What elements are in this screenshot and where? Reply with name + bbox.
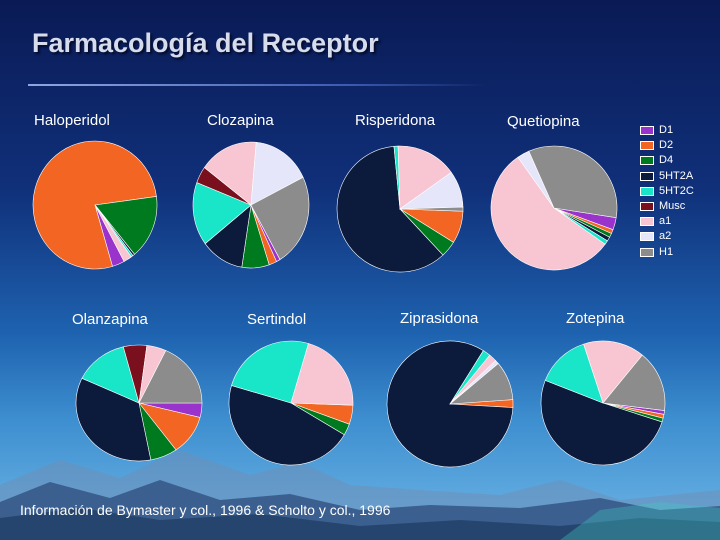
legend-swatch <box>640 217 654 227</box>
pie-slice-5ht2a <box>75 377 152 462</box>
pie-title-risperidona: Risperidona <box>355 112 436 129</box>
pie-chart-quetiopina <box>490 145 618 271</box>
pie-slice-5ht2c <box>231 340 309 404</box>
legend-item-a1: a1 <box>636 215 716 230</box>
legend-swatch <box>640 201 654 211</box>
legend-swatch <box>640 186 654 196</box>
pie-slice-5ht2c <box>81 346 140 404</box>
pie-slice-5ht2a <box>336 145 444 273</box>
legend-label: D1 <box>659 124 674 136</box>
pie-slice-a1 <box>290 343 354 406</box>
legend-label: H1 <box>659 245 674 258</box>
legend-swatch <box>640 171 654 181</box>
pie-chart-zotepina <box>540 340 666 466</box>
pie-slice-a1 <box>94 204 132 262</box>
legend-label: D2 <box>659 139 674 152</box>
pie-title-olanzapina: Olanzapina <box>72 311 148 328</box>
pie-title-quetiopina: Quetiopina <box>507 113 580 130</box>
pie-slice-d4 <box>94 196 158 255</box>
pie-slice-5ht2a <box>228 385 345 466</box>
legend-item-h1: H1 <box>636 246 716 261</box>
pie-slice-a1 <box>490 156 606 271</box>
legend-label: 5HT2C <box>659 184 694 197</box>
legend-item-musc: Musc <box>636 200 716 215</box>
pie-title-ziprasidona: Ziprasidona <box>400 310 479 327</box>
pie-slice-h1 <box>250 176 310 260</box>
legend-swatch <box>640 156 654 166</box>
pie-slice-h1 <box>138 350 203 404</box>
pie-slice-h1 <box>528 145 618 219</box>
slide-title: Farmacología del Receptor <box>32 28 379 58</box>
pie-chart-haloperidol <box>32 140 158 270</box>
pie-title-clozapina: Clozapina <box>207 112 274 129</box>
legend-label: Musc <box>659 199 686 212</box>
pie-title-zotepina: Zotepina <box>566 310 625 327</box>
pie-slice-a1 <box>203 141 257 206</box>
pie-slice-5ht2c <box>192 182 252 245</box>
pie-slice-5ht2a <box>540 379 663 466</box>
pie-chart-olanzapina <box>75 344 203 462</box>
legend-label: D4 <box>659 154 674 167</box>
pie-slice-h1 <box>399 206 464 212</box>
pie-slice-a2 <box>250 141 304 206</box>
legend-label: 5HT2A <box>659 169 694 182</box>
legend-item-d1: D1 <box>636 124 716 139</box>
pie-slice-5ht2c <box>544 343 604 404</box>
pie-slice-h1 <box>602 354 666 411</box>
legend-item-5ht2a: 5HT2A <box>636 170 716 185</box>
pie-slice-a1 <box>583 340 643 404</box>
pie-chart-clozapina <box>192 141 310 269</box>
pie-title-haloperidol: Haloperidol <box>34 112 110 129</box>
legend-item-a2: a2 <box>636 230 716 245</box>
legend-item-5ht2c: 5HT2C <box>636 185 716 200</box>
legend-swatch <box>640 232 654 242</box>
pie-slice-a1 <box>397 145 452 210</box>
mountain-landscape <box>0 450 720 540</box>
legend-label: a1 <box>659 215 672 228</box>
pie-chart-sertindol <box>228 340 354 466</box>
pie-chart-risperidona <box>336 145 464 273</box>
pie-chart-ziprasidona <box>386 340 514 468</box>
legend-swatch <box>640 141 654 151</box>
legend: D1 D2 D4 5HT2A 5HT2C Musc a1 a2 H1 <box>636 124 716 261</box>
legend-swatch <box>640 247 654 257</box>
legend-item-d2: D2 <box>636 139 716 154</box>
pie-title-sertindol: Sertindol <box>247 311 307 328</box>
legend-swatch <box>640 126 654 135</box>
legend-label: a2 <box>659 230 672 243</box>
source-citation: Información de Bymaster y col., 1996 & S… <box>20 502 391 518</box>
title-underline <box>28 84 488 86</box>
pie-slice-h1 <box>449 363 514 405</box>
legend-item-d4: D4 <box>636 154 716 169</box>
